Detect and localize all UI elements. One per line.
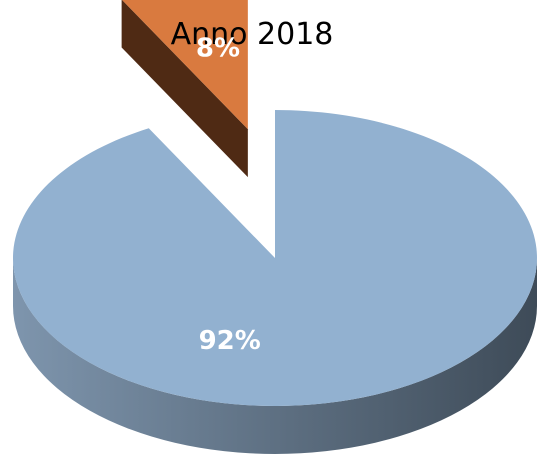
data-label-slice-1: 8% — [196, 33, 240, 63]
chart-title: Anno 2018 — [171, 17, 334, 52]
pie-slice-side-0 — [13, 258, 537, 454]
pie-slice-1 — [121, 0, 248, 178]
pie-slice-0 — [12, 110, 537, 454]
data-label-slice-0: 92% — [199, 326, 261, 356]
pie-slice-top-0 — [12, 110, 537, 406]
pie-slice-top-1 — [122, 0, 248, 130]
pie-slice-cut-1 — [121, 0, 248, 178]
